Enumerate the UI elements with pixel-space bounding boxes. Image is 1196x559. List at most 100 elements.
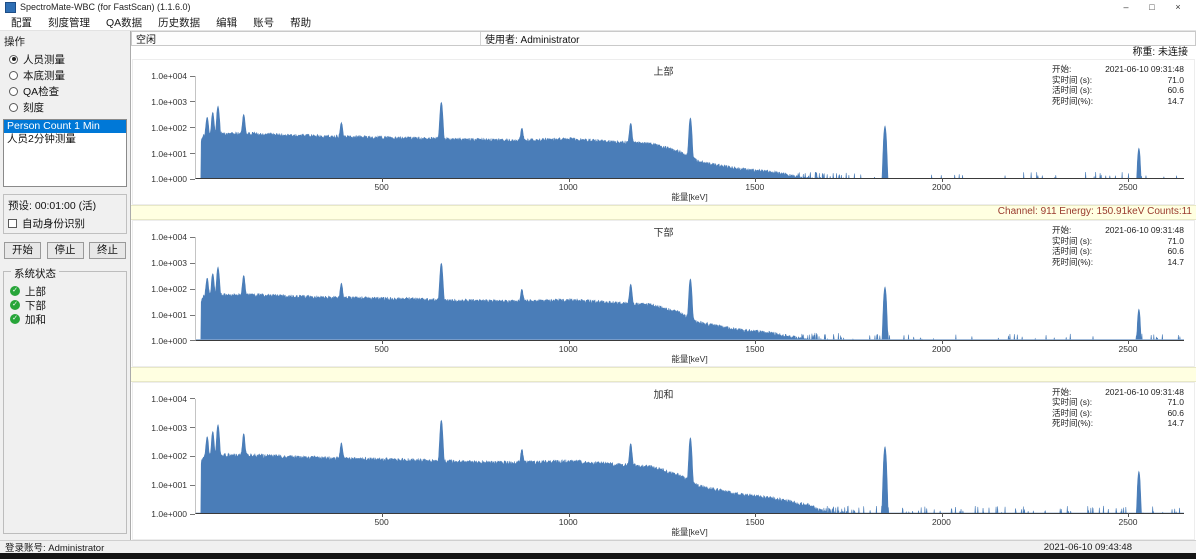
- radio-icon: [9, 102, 18, 112]
- radio-person-measurement[interactable]: 人员测量: [9, 53, 128, 66]
- datetime: 2021-06-10 09:43:48: [1043, 541, 1132, 553]
- y-axis: 1.0e+004 1.0e+003 1.0e+002 1.0e+001 1.0e+000: [133, 71, 195, 184]
- info-label: 实时间 (s):: [1052, 235, 1093, 246]
- info-label: 实时间 (s):: [1052, 397, 1093, 408]
- status-ok-icon: ✓: [10, 300, 20, 310]
- info-label: 开始:: [1052, 386, 1072, 397]
- info-label: 活时间 (s):: [1052, 246, 1093, 257]
- main-area: 操作 人员测量 本底测量 QA检查 刻度 Person Count 1 Min …: [0, 31, 1196, 540]
- abort-button[interactable]: 终止: [89, 242, 126, 259]
- status-label: 上部: [25, 285, 46, 298]
- maximize-button[interactable]: □: [1149, 2, 1155, 12]
- status-lower: ✓ 下部: [10, 298, 122, 312]
- info-label: 死时间(%):: [1052, 256, 1094, 267]
- plot-area[interactable]: [195, 76, 1184, 183]
- window-title: SpectroMate-WBC (for FastScan) (1.1.6.0): [20, 2, 191, 12]
- menu-config[interactable]: 配置: [11, 16, 32, 29]
- acquisition-info: 开始: 2021-06-10 09:31:48 实时间 (s): 71.0 活时间 …: [1052, 225, 1184, 267]
- list-item-person-2min[interactable]: 人员2分钟测量: [7, 133, 76, 145]
- close-button[interactable]: ×: [1175, 2, 1181, 12]
- radio-label: 本底测量: [23, 69, 65, 82]
- acquisition-info: 开始: 2021-06-10 09:31:48 实时间 (s): 71.0 活时间 …: [1052, 387, 1184, 429]
- checkbox-icon: [8, 218, 17, 228]
- spectrum-chart-upper[interactable]: 上部 开始: 2021-06-10 09:31:48 实时间 (s): 71.0 活…: [132, 59, 1195, 206]
- radio-calibration[interactable]: 刻度: [9, 101, 128, 114]
- stop-button[interactable]: 停止: [46, 242, 84, 259]
- spectrum-area: [196, 101, 1184, 179]
- menu-account[interactable]: 账号: [253, 16, 275, 29]
- measurement-list[interactable]: Person Count 1 Min 人员2分钟测量: [3, 119, 127, 187]
- status-sum: ✓ 加和: [10, 312, 122, 326]
- radio-icon: [9, 70, 18, 80]
- preset-section: 预设: 00:01:00 (活) 自动身份识别: [3, 194, 127, 234]
- bottom-black-bar: [0, 553, 1196, 559]
- scale-connection-status: 称重: 未连接: [1132, 47, 1188, 58]
- state-strip: 空闲 使用者: Administrator: [131, 31, 1196, 46]
- y-axis: 1.0e+004 1.0e+003 1.0e+002 1.0e+001 1.0e+000: [133, 232, 195, 346]
- chart-title: 上部: [653, 67, 674, 78]
- title-bar: SpectroMate-WBC (for FastScan) (1.1.6.0)…: [0, 0, 1196, 14]
- readout-strip-empty: [131, 366, 1196, 382]
- status-upper: ✓ 上部: [10, 284, 122, 298]
- radio-label: 人员测量: [23, 53, 65, 66]
- status-ok-icon: ✓: [10, 314, 20, 324]
- info-label: 活时间 (s):: [1052, 407, 1093, 418]
- list-item-person-count-1min[interactable]: Person Count 1 Min: [4, 120, 126, 133]
- plot-area[interactable]: [195, 237, 1184, 344]
- info-value: 60.6: [1167, 407, 1184, 418]
- info-value: 71.0: [1167, 397, 1184, 408]
- operation-group-label: 操作: [4, 36, 25, 48]
- chart-title: 加和: [653, 389, 674, 401]
- radio-background-measurement[interactable]: 本底测量: [9, 69, 128, 82]
- radio-qa-check[interactable]: QA检查: [9, 85, 128, 98]
- start-button[interactable]: 开始: [4, 242, 41, 259]
- sidebar: 操作 人员测量 本底测量 QA检查 刻度 Person Count 1 Min …: [0, 31, 131, 540]
- radio-icon: [9, 54, 18, 64]
- menu-history-data[interactable]: 历史数据: [158, 16, 201, 29]
- auto-id-checkbox[interactable]: 自动身份识别: [8, 217, 122, 230]
- acquisition-info: 开始: 2021-06-10 09:31:48 实时间 (s): 71.0 活时间 …: [1052, 64, 1184, 106]
- info-value: 60.6: [1167, 85, 1184, 95]
- checkbox-label: 自动身份识别: [22, 217, 85, 230]
- menu-qa-data[interactable]: QA数据: [106, 16, 143, 29]
- y-axis: 1.0e+004 1.0e+003 1.0e+002 1.0e+001 1.0e+000: [133, 394, 195, 519]
- info-label: 死时间(%):: [1052, 418, 1094, 429]
- x-axis: 500 1000 1500 2000 2500: [374, 182, 1138, 193]
- chart-title: 下部: [653, 228, 674, 240]
- status-label: 加和: [25, 313, 46, 326]
- radio-label: 刻度: [23, 101, 44, 114]
- x-axis-label: 能量[keV]: [671, 527, 708, 537]
- info-value: 2021-06-10 09:31:48: [1105, 386, 1184, 397]
- channel-readout-strip: Channel: 911 Energy: 150.91keV Counts:11: [131, 205, 1196, 221]
- content-area: 空闲 使用者: Administrator 称重: 未连接 上部 开始: 2021…: [131, 31, 1196, 540]
- x-axis-label: 能量[keV]: [671, 353, 708, 364]
- spectrum-chart-lower[interactable]: 下部 开始: 2021-06-10 09:31:48 实时间 (s): 71.0 活…: [132, 220, 1195, 367]
- info-label: 开始:: [1052, 225, 1072, 236]
- radio-label: QA检查: [23, 85, 60, 98]
- info-value: 71.0: [1167, 235, 1184, 246]
- status-label: 下部: [25, 299, 46, 312]
- plot-area[interactable]: [195, 398, 1184, 517]
- current-user: 使用者: Administrator: [485, 35, 580, 46]
- menu-edit[interactable]: 编辑: [216, 16, 238, 29]
- login-account: 登录账号: Administrator: [5, 543, 105, 554]
- radio-icon: [9, 86, 18, 96]
- menu-calibration[interactable]: 刻度管理: [48, 16, 90, 29]
- minimize-button[interactable]: –: [1123, 2, 1129, 12]
- info-value: 60.6: [1167, 246, 1184, 257]
- info-value: 14.7: [1167, 418, 1184, 429]
- acquisition-state: 空闲: [132, 32, 481, 46]
- app-icon: [5, 1, 16, 13]
- status-bar: 登录账号: Administrator 2021-06-10 09:43:48: [0, 540, 1196, 554]
- preset-time: 预设: 00:01:00 (活): [8, 200, 97, 212]
- info-value: 2021-06-10 09:31:48: [1105, 64, 1184, 74]
- info-value: 2021-06-10 09:31:48: [1105, 225, 1184, 236]
- menu-help[interactable]: 帮助: [290, 16, 312, 29]
- x-axis: 500 1000 1500 2000 2500: [374, 343, 1138, 354]
- info-value: 71.0: [1167, 74, 1184, 85]
- info-label: 死时间(%):: [1052, 95, 1094, 106]
- system-status-title: 系统状态: [11, 266, 59, 281]
- spectrum-chart-sum[interactable]: 加和 开始: 2021-06-10 09:31:48 实时间 (s): 71.0 活…: [132, 381, 1195, 540]
- spectrum-area: [196, 419, 1184, 513]
- info-value: 14.7: [1167, 256, 1184, 267]
